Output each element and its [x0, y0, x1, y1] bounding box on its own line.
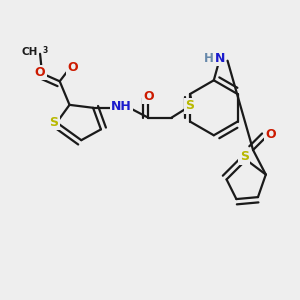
Text: N: N: [214, 52, 225, 65]
Text: O: O: [266, 128, 276, 141]
Text: O: O: [67, 61, 78, 74]
Text: S: S: [240, 150, 249, 164]
Text: O: O: [35, 66, 45, 79]
Text: O: O: [144, 89, 154, 103]
Text: 3: 3: [42, 46, 47, 55]
Text: H: H: [204, 52, 214, 65]
Text: S: S: [49, 116, 58, 129]
Text: CH: CH: [22, 47, 38, 57]
Text: S: S: [185, 99, 194, 112]
Text: NH: NH: [111, 100, 132, 113]
